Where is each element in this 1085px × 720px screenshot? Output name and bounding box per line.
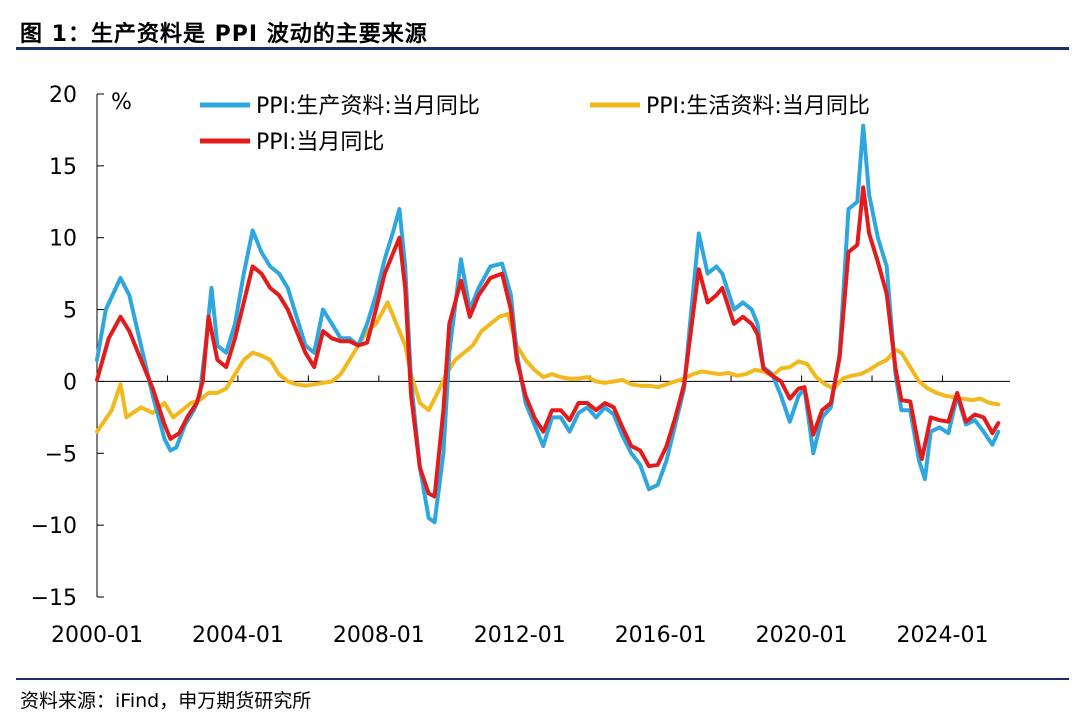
legend-label-2: PPI:当月同比: [256, 130, 384, 155]
y-tick-label: −10: [31, 514, 77, 539]
source-note: 资料来源：iFind，申万期货研究所: [20, 690, 312, 712]
chart-legend: PPI:生产资料:当月同比 PPI:生活资料:当月同比 PPI:当月同比: [200, 94, 870, 155]
x-tick-label: 2020-01: [756, 623, 848, 648]
y-tick-label: −15: [31, 586, 77, 611]
x-tick-label: 2012-01: [474, 623, 566, 648]
x-tick-label: 2016-01: [615, 623, 707, 648]
x-tick-label: 2008-01: [333, 623, 425, 648]
y-tick-label: 5: [63, 299, 77, 324]
x-tick-label: 2024-01: [897, 623, 989, 648]
series-line-1: [95, 300, 1001, 434]
source-rule: [16, 678, 1069, 680]
x-tick-label: 2004-01: [192, 623, 284, 648]
y-tick-label: 10: [49, 227, 77, 252]
title-rule: [16, 47, 1069, 50]
series-line-0: [95, 123, 1001, 525]
y-tick-label: 20: [49, 83, 77, 108]
chart-series: [95, 123, 1001, 525]
legend-label-0: PPI:生产资料:当月同比: [256, 94, 480, 119]
y-tick-label: −5: [45, 442, 77, 467]
y-tick-label: 15: [49, 155, 77, 180]
y-tick-label: 0: [63, 370, 77, 395]
chart-axes: −15 −10 −5 0 5 10 15 20 % 2000-01 2004-01 2008-01 20…: [31, 83, 1010, 648]
line-chart: −15 −10 −5 0 5 10 15 20 % 2000-01 2004-01 2008-01 20…: [31, 83, 1010, 648]
legend-label-1: PPI:生活资料:当月同比: [646, 94, 870, 119]
y-unit-label: %: [111, 90, 132, 115]
figure-title: 图 1：生产资料是 PPI 波动的主要来源: [20, 22, 428, 47]
x-tick-label: 2000-01: [51, 623, 143, 648]
series-line-2: [95, 185, 1001, 499]
